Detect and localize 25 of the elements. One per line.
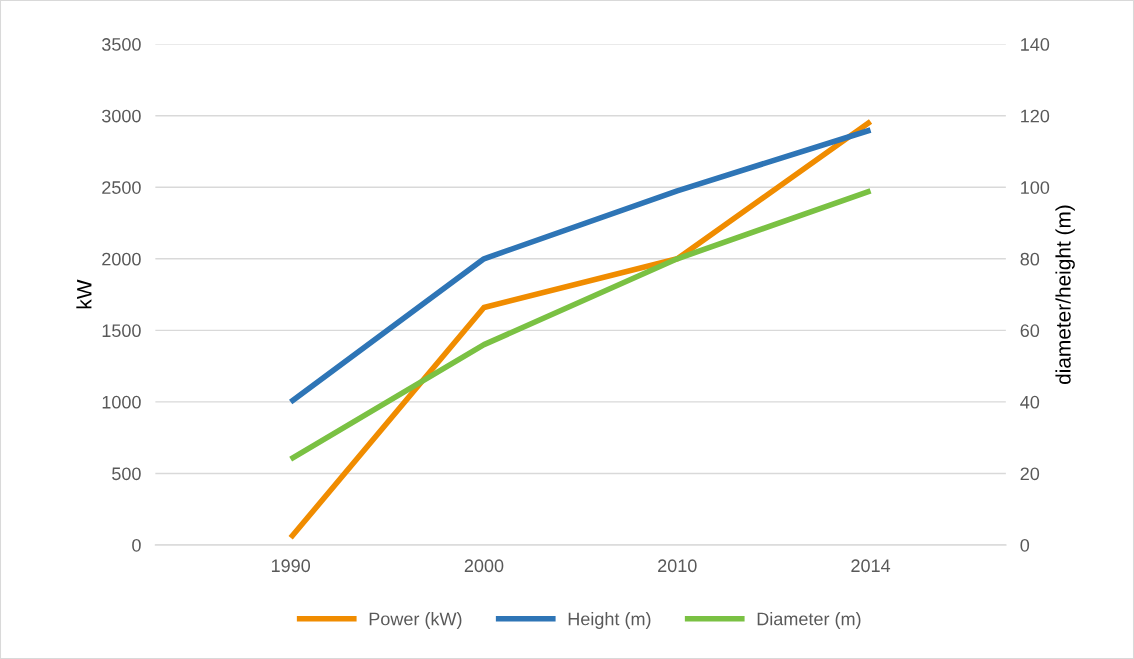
y-axis-title: kW — [76, 279, 92, 309]
y2-tick-label: 140 — [1021, 38, 1050, 51]
legend-label: Height (m) — [568, 612, 651, 629]
y-tick-label: 3000 — [102, 109, 141, 123]
y-tick-label: 3500 — [102, 38, 141, 51]
y2-tick-label: 20 — [1020, 467, 1040, 481]
x-tick-label: 2010 — [658, 559, 697, 573]
y-tick-label: 2000 — [102, 252, 141, 266]
y2-tick-label: 80 — [1020, 252, 1040, 266]
x-tick-label: 2000 — [464, 559, 504, 573]
y2-tick-label: 60 — [1020, 324, 1040, 338]
legend-label: Diameter (m) — [757, 612, 861, 629]
y-tick-label: 500 — [112, 467, 141, 481]
y2-tick-label: 40 — [1020, 395, 1040, 409]
x-tick-label: 2014 — [851, 559, 891, 573]
legend-label: Power (kW) — [369, 612, 462, 629]
x-tick-label: 1990 — [271, 559, 311, 573]
y-tick-label: 1500 — [102, 324, 141, 338]
y-tick-label: 1000 — [102, 395, 141, 409]
y2-tick-label: 0 — [1020, 538, 1030, 552]
y-tick-label: 0 — [132, 538, 141, 552]
y2-tick-label: 120 — [1021, 109, 1050, 123]
y-tick-label: 2500 — [102, 181, 141, 194]
y2-axis-title: diameter/height (m) — [1055, 205, 1075, 384]
y2-tick-label: 100 — [1021, 181, 1050, 194]
